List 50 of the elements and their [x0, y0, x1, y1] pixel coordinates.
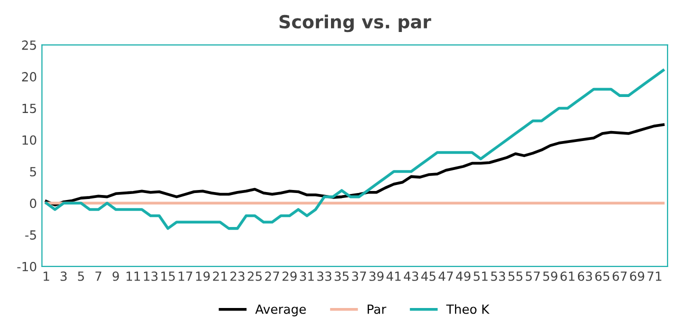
x-tick-label: 55: [508, 272, 522, 281]
y-tick-label: 20: [22, 72, 36, 82]
y-tick-label: -5: [25, 230, 36, 240]
x-tick-label: 43: [404, 271, 418, 281]
y-tick-label: 15: [22, 104, 36, 114]
y-tick-label: 25: [22, 40, 36, 50]
x-tick-label: 57: [526, 272, 540, 281]
x-tick-label: 17: [178, 272, 192, 281]
x-tick-label: 69: [630, 271, 644, 281]
x-tick-label: 53: [491, 271, 506, 281]
x-tick-label: 29: [282, 271, 297, 281]
x-tick-label: 3: [60, 271, 67, 281]
x-tick-label: 63: [578, 271, 592, 281]
x-tick-label: 9: [112, 271, 119, 281]
x-tick-label: 19: [196, 271, 210, 281]
x-tick-label: 45: [421, 272, 436, 281]
x-tick-label: 41: [386, 272, 401, 281]
x-tick-label: 21: [213, 271, 227, 281]
legend-label: Theo K: [446, 304, 490, 314]
line-series: [44, 123, 665, 206]
x-tick-label: 27: [265, 271, 280, 281]
x-tick-label: 49: [456, 271, 470, 281]
x-tick-label: 71: [648, 272, 662, 281]
x-tick-label: 59: [543, 271, 558, 281]
y-tick-label: 5: [30, 167, 36, 176]
chart-title: Scoring vs. par: [280, 14, 432, 32]
x-tick-label: 33: [317, 271, 332, 281]
line-series: [44, 68, 665, 230]
legend-label: Par: [368, 304, 386, 314]
y-tick-label: 10: [22, 135, 36, 145]
x-tick-label: 1: [44, 272, 50, 281]
x-tick-label: 61: [560, 271, 574, 281]
x-tick-label: 39: [369, 271, 384, 281]
x-tick-label: 15: [161, 272, 175, 281]
x-tick-label: 31: [300, 271, 314, 281]
x-tick-label: 51: [474, 272, 488, 281]
x-tick-label: 65: [595, 271, 610, 281]
y-tick-label: -10: [17, 262, 36, 272]
x-tick-label: 11: [126, 272, 140, 281]
x-tick-label: 37: [352, 271, 366, 281]
legend-label: Average: [255, 304, 306, 316]
x-tick-label: 47: [438, 272, 453, 281]
x-tick-label: 67: [612, 271, 627, 281]
x-tick-label: 25: [248, 271, 262, 281]
x-tick-label: 23: [230, 271, 244, 281]
y-tick-label: 0: [30, 198, 36, 208]
x-tick-label: 5: [78, 272, 84, 281]
x-tick-label: 7: [95, 272, 102, 281]
x-tick-label: 35: [334, 271, 349, 281]
x-tick-label: 13: [144, 271, 158, 281]
